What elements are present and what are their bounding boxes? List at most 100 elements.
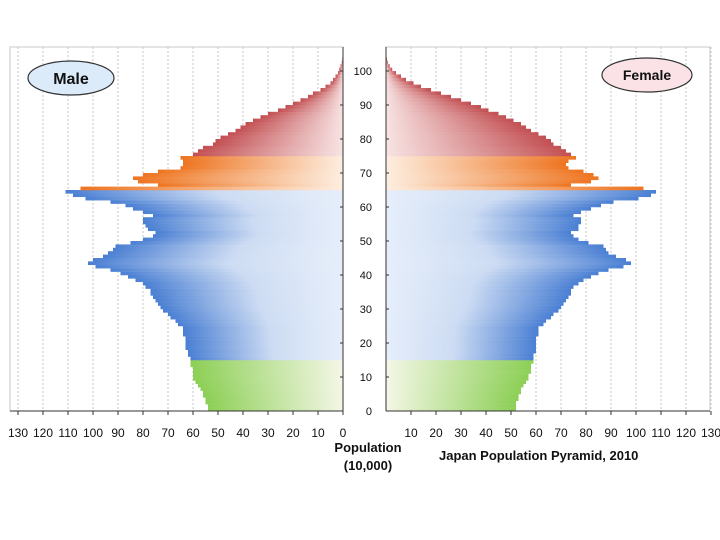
male-badge <box>27 60 115 96</box>
bar-female-age-80 <box>386 135 546 140</box>
age-tick-label: 60 <box>360 202 372 214</box>
age-axis-ticks: 0 10 20 30 40 50 60 70 80 90 100 <box>340 66 389 418</box>
bar-female-age-11 <box>386 370 531 374</box>
bar-female-age-55 <box>386 220 581 225</box>
bar-female-age-18 <box>386 346 536 351</box>
bar-male-age-27 <box>170 315 343 320</box>
bar-male-age-73 <box>183 159 343 164</box>
female-bars <box>386 54 656 412</box>
bar-male-age-70 <box>158 169 343 174</box>
bar-female-age-31 <box>386 302 564 306</box>
bar-female-age-88 <box>386 108 489 113</box>
bar-male-age-101 <box>340 64 343 68</box>
bar-female-age-57 <box>386 213 574 218</box>
bar-female-age-40 <box>386 271 599 276</box>
bar-male-age-92 <box>308 94 343 99</box>
bar-male-age-58 <box>143 210 343 215</box>
bar-female-age-3 <box>386 397 519 402</box>
bar-male-age-12 <box>193 366 343 371</box>
x-tick-label-male: 60 <box>186 426 200 440</box>
bar-female-age-58 <box>386 210 581 215</box>
age-tick-label: 80 <box>360 134 372 146</box>
bar-male-age-62 <box>85 196 343 201</box>
bar-female-age-67 <box>386 179 591 184</box>
bar-male-age-59 <box>133 207 343 211</box>
bar-female-age-102 <box>386 60 388 65</box>
bar-female-age-27 <box>386 315 551 320</box>
bar-male-age-25 <box>178 322 343 327</box>
bar-male-age-86 <box>260 115 343 119</box>
bar-female-age-36 <box>386 285 574 289</box>
bar-male-age-102 <box>341 60 343 65</box>
x-tick-label-female: 30 <box>454 426 468 440</box>
bar-male-age-11 <box>193 370 343 374</box>
bar-female-age-7 <box>386 383 524 388</box>
bar-female-age-50 <box>386 237 579 242</box>
x-tick-label-female: 50 <box>504 426 518 440</box>
bar-male-age-34 <box>150 292 343 296</box>
bar-male-age-94 <box>320 88 343 92</box>
chart-title: Japan Population Pyramid, 2010 <box>439 448 638 463</box>
bar-female-age-8 <box>386 380 526 385</box>
bar-male-age-30 <box>160 305 343 310</box>
bar-male-age-61 <box>110 200 343 204</box>
bar-male-age-28 <box>168 312 343 317</box>
x-tick-label-male: 110 <box>58 426 77 440</box>
bar-female-age-2 <box>386 400 516 405</box>
bar-female-age-47 <box>386 247 606 252</box>
bar-female-age-71 <box>386 166 569 170</box>
bar-male-age-89 <box>285 105 343 109</box>
bar-male-age-3 <box>205 397 343 402</box>
bar-female-age-82 <box>386 128 531 133</box>
bar-female-age-53 <box>386 227 579 232</box>
bar-male-age-47 <box>113 247 343 252</box>
x-tick-label-female: 40 <box>479 426 493 440</box>
bar-female-age-21 <box>386 336 536 340</box>
x-tick-label-female: 90 <box>604 426 618 440</box>
bar-male-age-2 <box>205 400 343 405</box>
bar-female-age-94 <box>386 88 431 92</box>
x-axis-label: Population <box>334 440 401 455</box>
bar-female-age-72 <box>386 162 566 167</box>
bar-male-age-21 <box>185 336 343 340</box>
bar-female-age-33 <box>386 295 569 300</box>
bar-female-age-83 <box>386 125 526 130</box>
bar-female-age-64 <box>386 190 656 194</box>
bar-male-age-87 <box>268 111 343 116</box>
bar-female-age-56 <box>386 217 581 221</box>
bar-female-age-91 <box>386 98 461 102</box>
bar-male-age-1 <box>208 404 343 408</box>
bar-female-age-29 <box>386 309 559 313</box>
bar-male-age-80 <box>220 135 343 140</box>
bar-male-age-23 <box>183 329 343 334</box>
bar-female-age-5 <box>386 390 521 395</box>
bar-male-age-99 <box>338 71 343 75</box>
female-badge-label: Female <box>623 67 671 83</box>
bar-male-age-5 <box>203 390 343 395</box>
x-axis-ticks: 130 120 110 100 90 80 70 60 50 40 30 20 10 0 10 20 30 40 5… <box>8 411 720 440</box>
bar-female-age-28 <box>386 312 554 317</box>
bar-female-age-6 <box>386 387 521 391</box>
bar-female-age-59 <box>386 207 591 211</box>
bar-female-age-89 <box>386 105 481 109</box>
bar-male-age-44 <box>93 258 343 262</box>
bar-female-age-0 <box>386 407 516 412</box>
bar-female-age-24 <box>386 326 539 330</box>
bar-male-age-16 <box>188 353 343 357</box>
x-tick-label-male: 130 <box>8 426 28 440</box>
bar-female-age-32 <box>386 298 566 303</box>
bar-female-age-87 <box>386 111 499 116</box>
bar-male-age-96 <box>330 81 343 85</box>
bar-female-age-63 <box>386 193 651 198</box>
bar-female-age-37 <box>386 281 579 286</box>
age-tick-label: 10 <box>360 372 372 384</box>
bar-male-age-9 <box>193 377 343 381</box>
bar-female-age-97 <box>386 77 406 82</box>
bar-male-age-72 <box>183 162 343 167</box>
bar-female-age-69 <box>386 173 594 177</box>
bar-female-age-17 <box>386 349 536 354</box>
bar-female-age-86 <box>386 115 506 119</box>
bar-female-age-96 <box>386 81 414 85</box>
bar-female-age-54 <box>386 224 579 228</box>
bar-male-age-64 <box>65 190 343 194</box>
